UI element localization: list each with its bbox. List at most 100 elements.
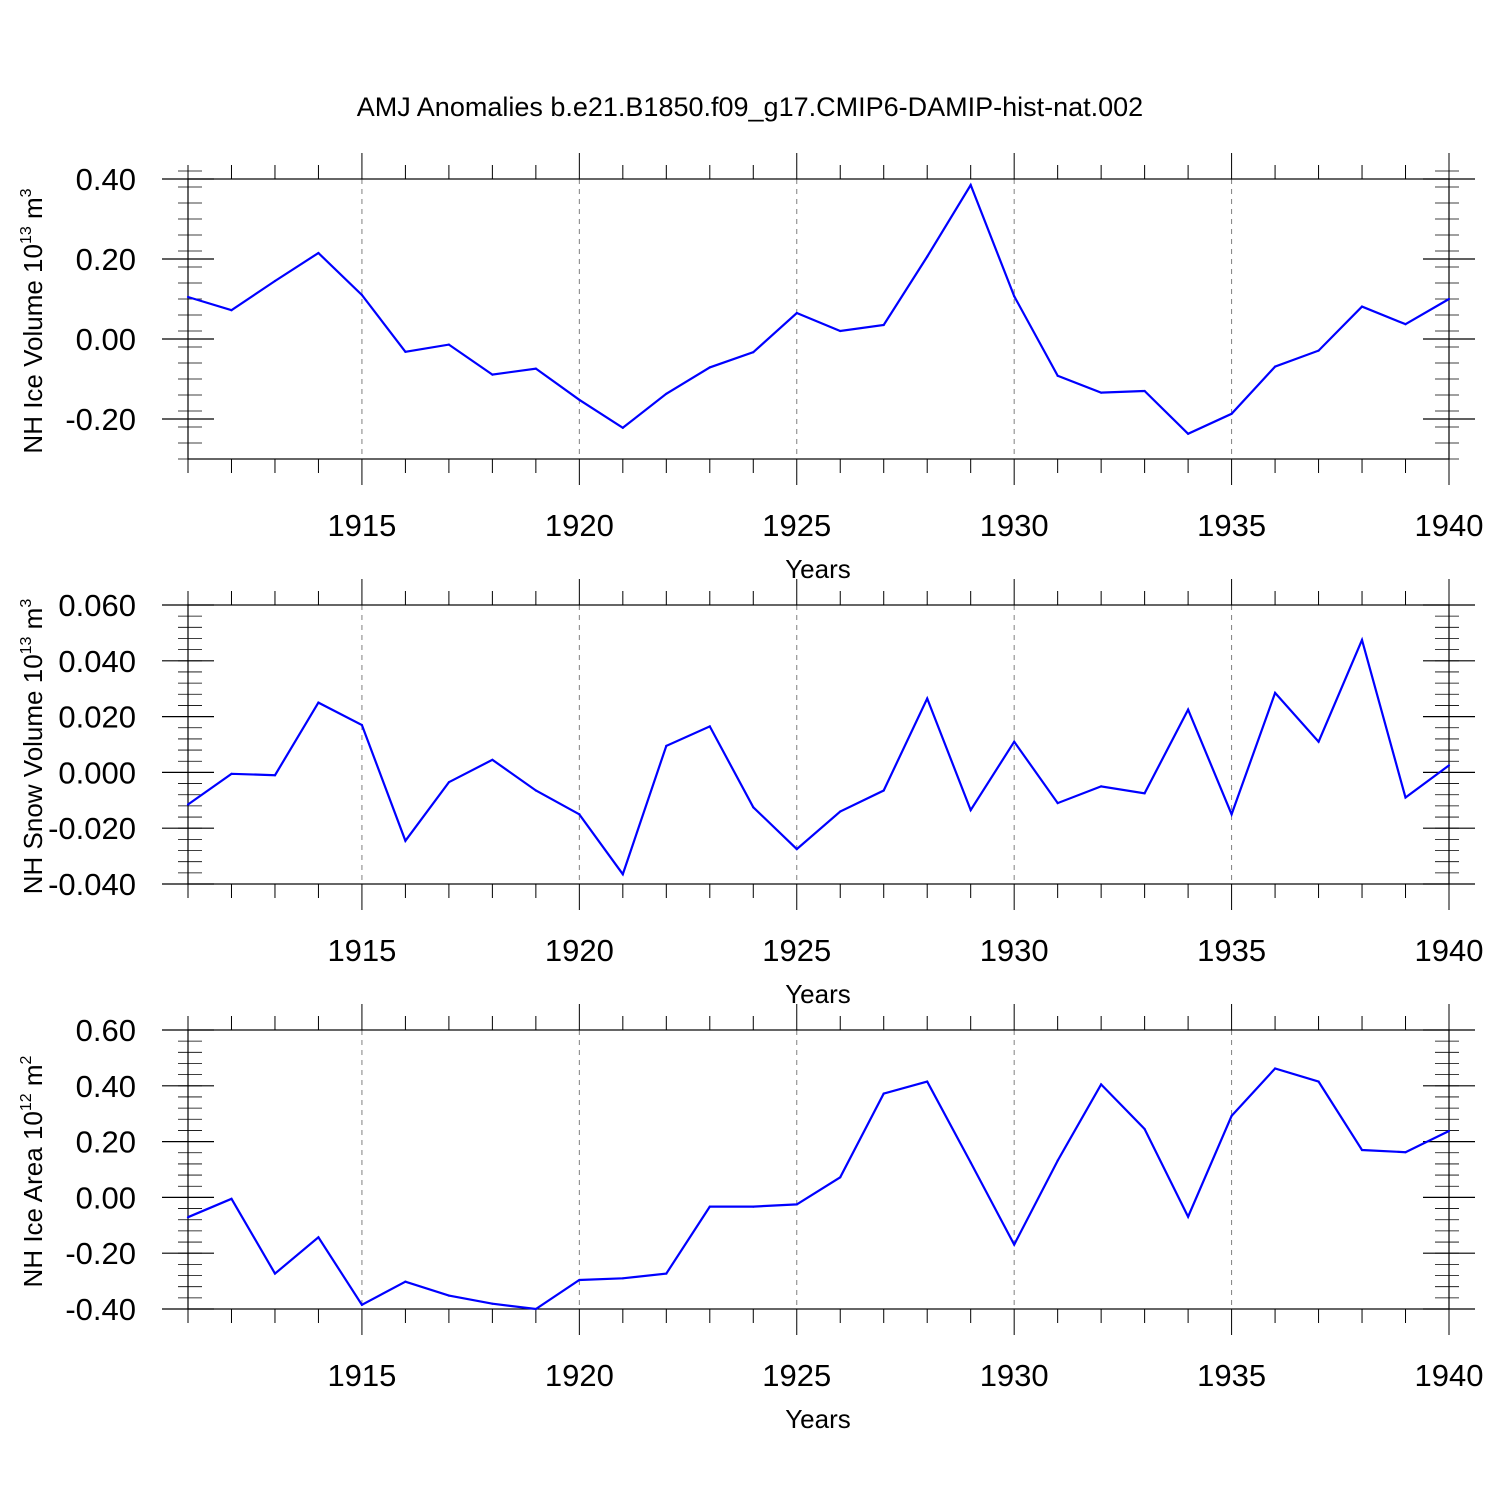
y-tick-label: -0.20 [65,402,136,437]
y-axis-label-superscript: 13 [18,636,35,654]
data-point [1360,638,1364,641]
data-point [795,311,798,315]
y-tick-label: -0.020 [48,811,136,846]
data-point [665,1272,668,1275]
y-axis-label: NH Snow Volume 1013 m3 [18,599,48,895]
x-tick-label: 1935 [1197,508,1266,543]
data-point [1187,708,1190,711]
data-point [1013,295,1016,298]
data-point [1404,796,1407,799]
data-point [186,1216,190,1219]
data-point [491,373,494,376]
data-point [404,839,407,842]
data-point [447,781,450,784]
data-point [1100,785,1103,788]
data-point [969,183,972,187]
data-point [273,1272,277,1275]
data-point [926,1080,929,1083]
data-point [317,701,320,704]
data-point [1143,389,1146,393]
y-axis-label-superscript: 13 [18,226,35,244]
data-point [621,426,624,429]
y-tick-label: 0.40 [76,162,136,197]
x-tick-label: 1935 [1197,1358,1266,1393]
y-tick-label: -0.20 [65,1236,136,1271]
x-tick-label: 1935 [1197,933,1266,968]
data-point [1273,365,1277,368]
data-point [447,1294,450,1297]
data-point [708,366,711,369]
data-point [926,697,929,700]
data-point [1013,740,1016,743]
data-point [969,1161,972,1164]
plot-frame [187,604,1450,885]
series-line [187,1067,1450,1311]
data-point [665,392,668,395]
data-point [360,293,364,297]
panel-1: -0.20 0.00 0.20 0.40 1915 1920 1925 1930 1935 194… [18,153,1483,584]
y-axis-label-superscript: 12 [18,1093,35,1111]
data-point [621,873,624,876]
data-point [273,774,277,777]
data-point [1056,801,1059,805]
data-point [1100,1083,1103,1086]
series-line [187,182,1450,436]
y-tick-label: 0.060 [58,588,136,623]
y-axis-label-superscript: 2 [18,1055,35,1064]
data-point [230,772,233,775]
x-tick-label: 1925 [762,1358,831,1393]
y-axis-label: NH Ice Area 1012 m2 [18,1055,48,1287]
x-tick-label: 1925 [762,508,831,543]
data-point [1056,1159,1059,1162]
data-point [1360,1148,1364,1152]
figure-title: AMJ Anomalies b.e21.B1850.f09_g17.CMIP6-… [357,92,1143,122]
data-point [1317,349,1320,352]
data-point [1187,1215,1190,1218]
x-tick-label: 1920 [545,1358,614,1393]
x-tick-label: 1930 [980,1358,1049,1393]
x-tick-label: 1915 [327,1358,396,1393]
data-point [1360,305,1364,308]
data-point [578,1278,581,1282]
x-tick-label: 1930 [980,508,1049,543]
data-point [1447,1129,1451,1133]
y-axis-label-part: NH Snow Volume 10 [18,654,48,894]
y-tick-label: 0.00 [76,322,136,357]
y-axis-label-part: NH Ice Area 10 [18,1111,48,1287]
data-point [882,1092,885,1095]
data-point [665,744,668,747]
y-axis-label-superscript: 3 [18,188,35,197]
y-axis-label-part: m [18,1064,48,1093]
data-point [1317,1080,1320,1083]
data-point [795,848,798,851]
data-point [534,1307,537,1311]
data-point [447,343,450,346]
y-tick-label: 0.040 [58,644,136,679]
data-point [491,1302,494,1305]
data-point [1447,297,1451,301]
data-point [1230,412,1233,415]
data-point [1230,1114,1233,1118]
data-point [273,279,277,283]
y-axis-label-part: m [18,608,48,637]
panel-3: -0.40 -0.20 0.00 0.20 0.40 0.60 1915 1920 1925 19… [18,1004,1483,1434]
data-point [1230,813,1233,816]
data-point [795,1203,798,1206]
data-point [534,367,537,370]
y-tick-label: 0.20 [76,1125,136,1160]
data-point [578,813,581,816]
plot-frame [187,1029,1450,1310]
data-point [839,329,842,333]
data-point [1187,432,1190,435]
data-point [404,350,407,353]
x-tick-label: 1915 [327,933,396,968]
x-tick-label: 1920 [545,508,614,543]
x-tick-label: 1940 [1415,933,1484,968]
x-tick-label: 1940 [1415,508,1484,543]
data-point [578,398,581,401]
x-tick-label: 1940 [1415,1358,1484,1393]
y-axis-label: NH Ice Volume 1013 m3 [18,188,48,453]
series-line [187,636,1450,877]
data-point [839,810,842,813]
